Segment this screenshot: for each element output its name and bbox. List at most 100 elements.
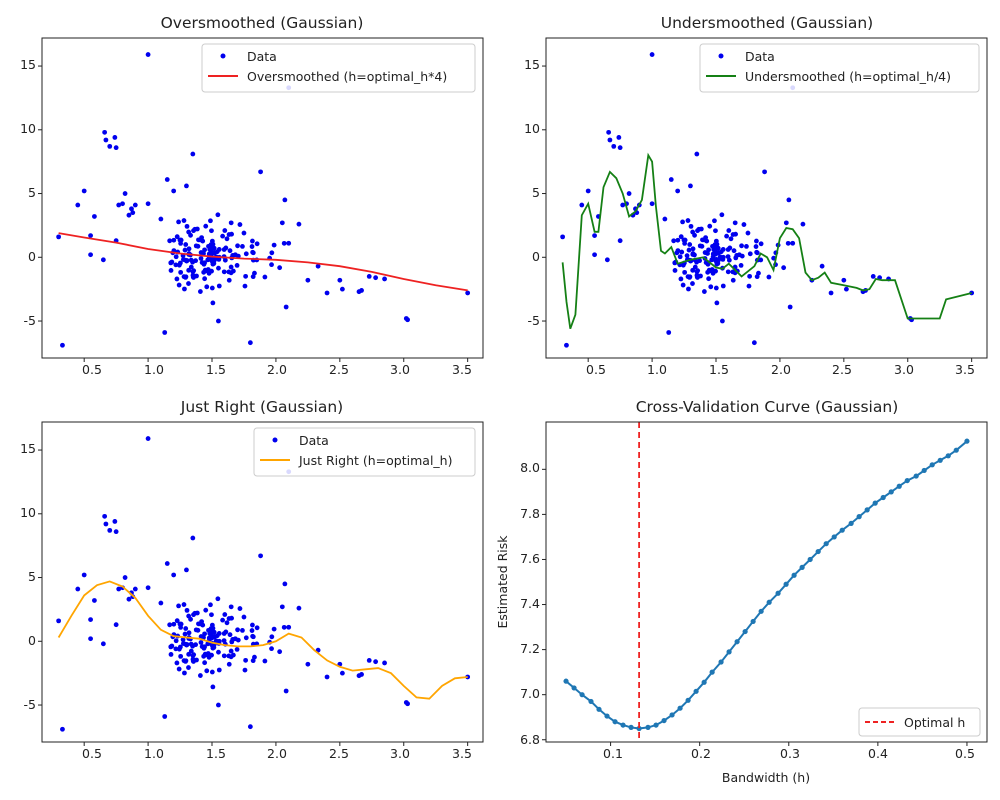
y-tick-label: 7.0 — [520, 686, 540, 701]
cv-point — [766, 599, 772, 605]
cv-point — [628, 724, 634, 730]
y-tick-label: 10 — [20, 121, 36, 136]
data-point — [129, 206, 134, 212]
data-point — [81, 188, 87, 194]
cv-point — [953, 447, 959, 453]
data-point — [254, 625, 260, 631]
data-point — [183, 626, 189, 631]
cv-point — [815, 548, 821, 555]
data-point — [204, 668, 210, 674]
data-point — [174, 234, 180, 240]
data-point — [243, 251, 249, 257]
data-point — [168, 644, 174, 650]
cv-point — [904, 477, 910, 484]
data-point — [201, 635, 206, 640]
cv-point — [856, 514, 862, 520]
data-point — [197, 289, 203, 294]
y-tick-label: 5 — [532, 185, 540, 200]
y-axis-ticks: -5 0 5 10 15 — [524, 57, 540, 328]
data-point — [184, 607, 190, 613]
data-point — [870, 274, 876, 279]
data-point — [579, 202, 585, 208]
data-point — [258, 169, 263, 175]
cv-point — [693, 688, 699, 694]
y-axis-ticks: -5 0 5 10 15 — [20, 57, 36, 328]
data-point — [188, 648, 194, 654]
data-point — [606, 129, 612, 135]
x-axis-label: Bandwidth (h) — [722, 770, 810, 785]
chart-title: Undersmoothed (Gaussian) — [661, 14, 873, 32]
data-point — [564, 342, 569, 348]
data-point — [167, 238, 173, 244]
data-point — [176, 666, 182, 672]
data-point — [617, 238, 623, 244]
legend-box — [858, 707, 981, 737]
data-point — [620, 202, 626, 208]
cv-point — [685, 697, 691, 703]
panel-oversmoothed: Oversmoothed (Gaussian) 0.5 1.0 1.5 2.0 … — [20, 14, 484, 377]
data-point — [102, 129, 108, 135]
series-line — [57, 580, 468, 700]
data-point — [208, 602, 213, 608]
data-point — [751, 340, 757, 346]
x-tick-label: 2.0 — [771, 362, 791, 377]
data-point — [682, 269, 688, 275]
data-point — [188, 257, 194, 263]
data-point — [186, 613, 192, 619]
series-line — [565, 440, 968, 730]
data-point — [184, 642, 189, 648]
data-point — [190, 535, 196, 541]
data-point — [194, 610, 200, 616]
data-point — [194, 226, 200, 232]
data-point — [113, 145, 119, 151]
data-point — [226, 616, 232, 621]
data-point — [758, 257, 764, 263]
y-tick-label: 10 — [20, 505, 36, 520]
data-point — [296, 221, 302, 227]
data-point — [183, 242, 189, 247]
data-point — [252, 654, 257, 660]
data-point — [668, 177, 674, 182]
data-point — [173, 638, 179, 644]
x-tick-label: 3.0 — [390, 362, 410, 377]
cv-point — [571, 685, 577, 691]
x-tick-label: 2.0 — [267, 746, 287, 761]
data-point — [800, 221, 806, 227]
data-point — [171, 188, 177, 194]
data-point — [843, 286, 849, 292]
data-point — [186, 630, 192, 636]
data-point — [695, 268, 701, 274]
data-point — [690, 246, 696, 252]
data-point — [250, 622, 255, 628]
cv-point — [783, 581, 789, 587]
cv-point — [588, 698, 594, 705]
data-point — [210, 300, 216, 306]
data-point — [714, 300, 720, 306]
legend-label-data: Data — [247, 49, 277, 64]
data-point — [240, 628, 245, 633]
cv-point — [888, 489, 894, 495]
data-point — [210, 684, 216, 690]
y-tick-label: 5 — [28, 185, 36, 200]
data-point — [277, 649, 283, 655]
data-point — [60, 342, 65, 348]
data-point — [675, 188, 681, 194]
data-point — [216, 702, 221, 708]
data-point — [132, 202, 138, 208]
data-point — [216, 638, 222, 644]
cv-point — [964, 438, 970, 444]
data-point — [754, 238, 759, 244]
cv-point — [677, 705, 683, 711]
data-point — [726, 257, 732, 263]
data-point — [678, 234, 684, 240]
data-point — [744, 244, 749, 249]
data-point — [720, 318, 725, 324]
data-point — [224, 236, 230, 242]
data-point — [286, 240, 292, 246]
data-point — [747, 251, 753, 257]
data-point — [181, 602, 187, 607]
chart-title: Oversmoothed (Gaussian) — [161, 14, 364, 32]
data-point — [145, 52, 151, 57]
data-point — [176, 262, 182, 268]
data-point — [234, 647, 240, 652]
